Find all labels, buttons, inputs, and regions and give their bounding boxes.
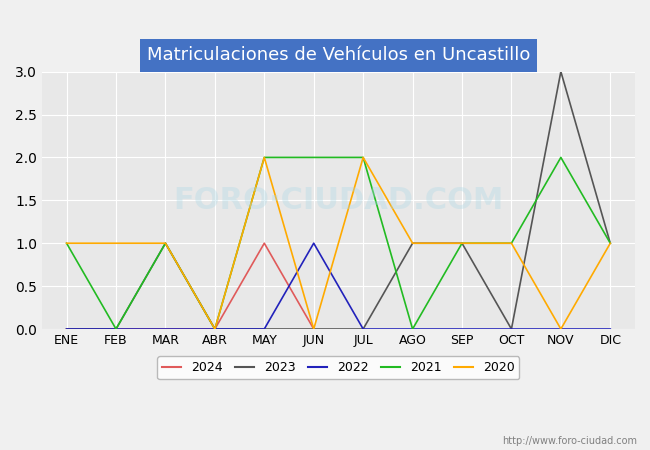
Text: http://www.foro-ciudad.com: http://www.foro-ciudad.com [502,436,637,446]
Text: FORO·CIUDAD.COM: FORO·CIUDAD.COM [174,186,504,215]
Title: Matriculaciones de Vehículos en Uncastillo: Matriculaciones de Vehículos en Uncastil… [147,46,530,64]
Legend: 2024, 2023, 2022, 2021, 2020: 2024, 2023, 2022, 2021, 2020 [157,356,519,379]
